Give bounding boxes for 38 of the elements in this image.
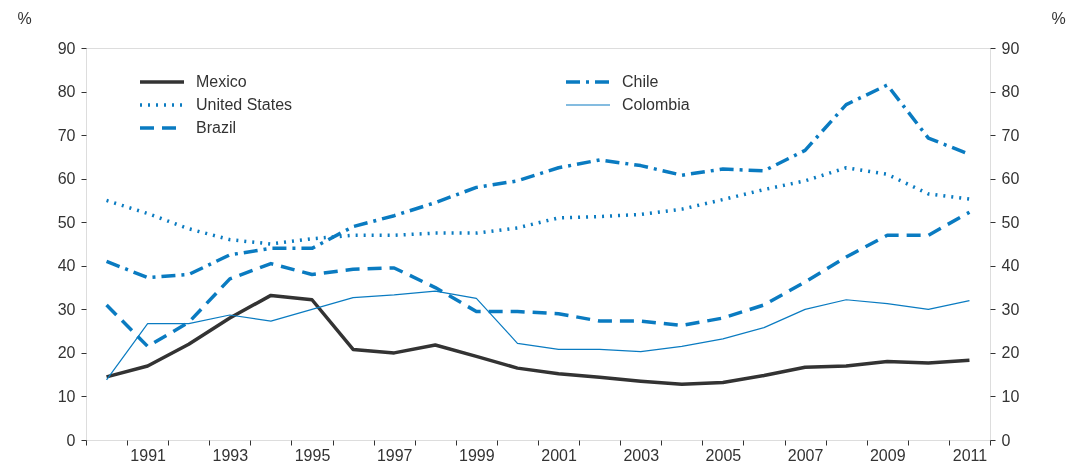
legend-label: Brazil: [196, 119, 237, 136]
x-tick-label: 1997: [376, 446, 413, 461]
legend-label: Colombia: [622, 96, 690, 113]
x-tick-label: 1995: [294, 446, 331, 461]
y2-tick-label: 50: [1001, 213, 1020, 231]
x-tick-label: 1993: [212, 446, 249, 461]
y-tick-label: 90: [57, 39, 76, 57]
x-tick-label: 2009: [869, 446, 906, 461]
x-tick-label: 2003: [623, 446, 660, 461]
y-tick-label: 10: [57, 387, 76, 405]
y2-tick-label: 90: [1001, 39, 1020, 57]
y2-tick-label: 80: [1001, 83, 1020, 101]
x-tick-label: 2007: [787, 446, 824, 461]
y-tick-label: 50: [57, 213, 76, 231]
y2-tick-label: 60: [1001, 170, 1020, 188]
y-tick-label: 30: [57, 300, 76, 318]
y-tick-label: 0: [66, 431, 76, 449]
y-tick-label: 20: [57, 344, 76, 362]
legend-label: Chile: [622, 73, 659, 90]
y-axis-title: %: [17, 9, 32, 27]
y2-tick-label: 30: [1001, 300, 1020, 318]
x-tick-label: 2011: [952, 446, 988, 461]
y2-tick-label: 10: [1001, 387, 1020, 405]
y2-tick-label: 40: [1001, 257, 1020, 275]
y-tick-label: 40: [57, 257, 76, 275]
x-tick-label: 2001: [541, 446, 577, 461]
y2-axis-title: %: [1051, 9, 1066, 27]
y2-tick-label: 70: [1001, 126, 1020, 144]
y-tick-label: 70: [57, 126, 76, 144]
y2-tick-label: 20: [1001, 344, 1020, 362]
legend-label: Mexico: [196, 73, 247, 90]
x-tick-label: 1999: [459, 446, 495, 461]
y-tick-label: 60: [57, 170, 76, 188]
legend-label: United States: [196, 96, 293, 113]
y2-tick-label: 0: [1001, 431, 1011, 449]
x-tick-label: 1991: [130, 446, 167, 461]
y-tick-label: 80: [57, 83, 76, 101]
x-tick-label: 2005: [705, 446, 742, 461]
